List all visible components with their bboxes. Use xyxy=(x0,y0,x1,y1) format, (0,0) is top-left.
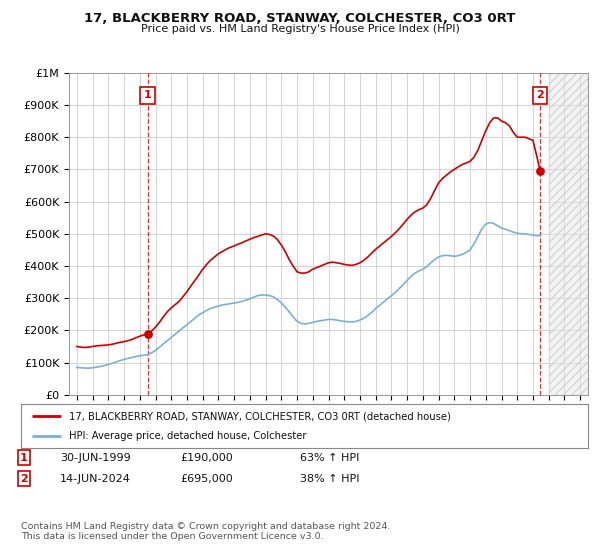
Text: 63% ↑ HPI: 63% ↑ HPI xyxy=(300,452,359,463)
Text: Price paid vs. HM Land Registry's House Price Index (HPI): Price paid vs. HM Land Registry's House … xyxy=(140,24,460,34)
Text: 17, BLACKBERRY ROAD, STANWAY, COLCHESTER, CO3 0RT: 17, BLACKBERRY ROAD, STANWAY, COLCHESTER… xyxy=(85,12,515,25)
Point xyxy=(535,166,545,175)
Point xyxy=(143,329,152,338)
Text: 14-JUN-2024: 14-JUN-2024 xyxy=(60,474,131,484)
Text: 1: 1 xyxy=(20,452,28,463)
Text: Contains HM Land Registry data © Crown copyright and database right 2024.
This d: Contains HM Land Registry data © Crown c… xyxy=(21,522,391,542)
Text: 2: 2 xyxy=(20,474,28,484)
Text: 1: 1 xyxy=(144,90,152,100)
Text: HPI: Average price, detached house, Colchester: HPI: Average price, detached house, Colc… xyxy=(69,431,307,441)
Text: 30-JUN-1999: 30-JUN-1999 xyxy=(60,452,131,463)
Bar xyxy=(548,73,588,395)
Text: £190,000: £190,000 xyxy=(180,452,233,463)
Text: 38% ↑ HPI: 38% ↑ HPI xyxy=(300,474,359,484)
Text: £695,000: £695,000 xyxy=(180,474,233,484)
Text: 2: 2 xyxy=(536,90,544,100)
Text: 17, BLACKBERRY ROAD, STANWAY, COLCHESTER, CO3 0RT (detached house): 17, BLACKBERRY ROAD, STANWAY, COLCHESTER… xyxy=(69,411,451,421)
